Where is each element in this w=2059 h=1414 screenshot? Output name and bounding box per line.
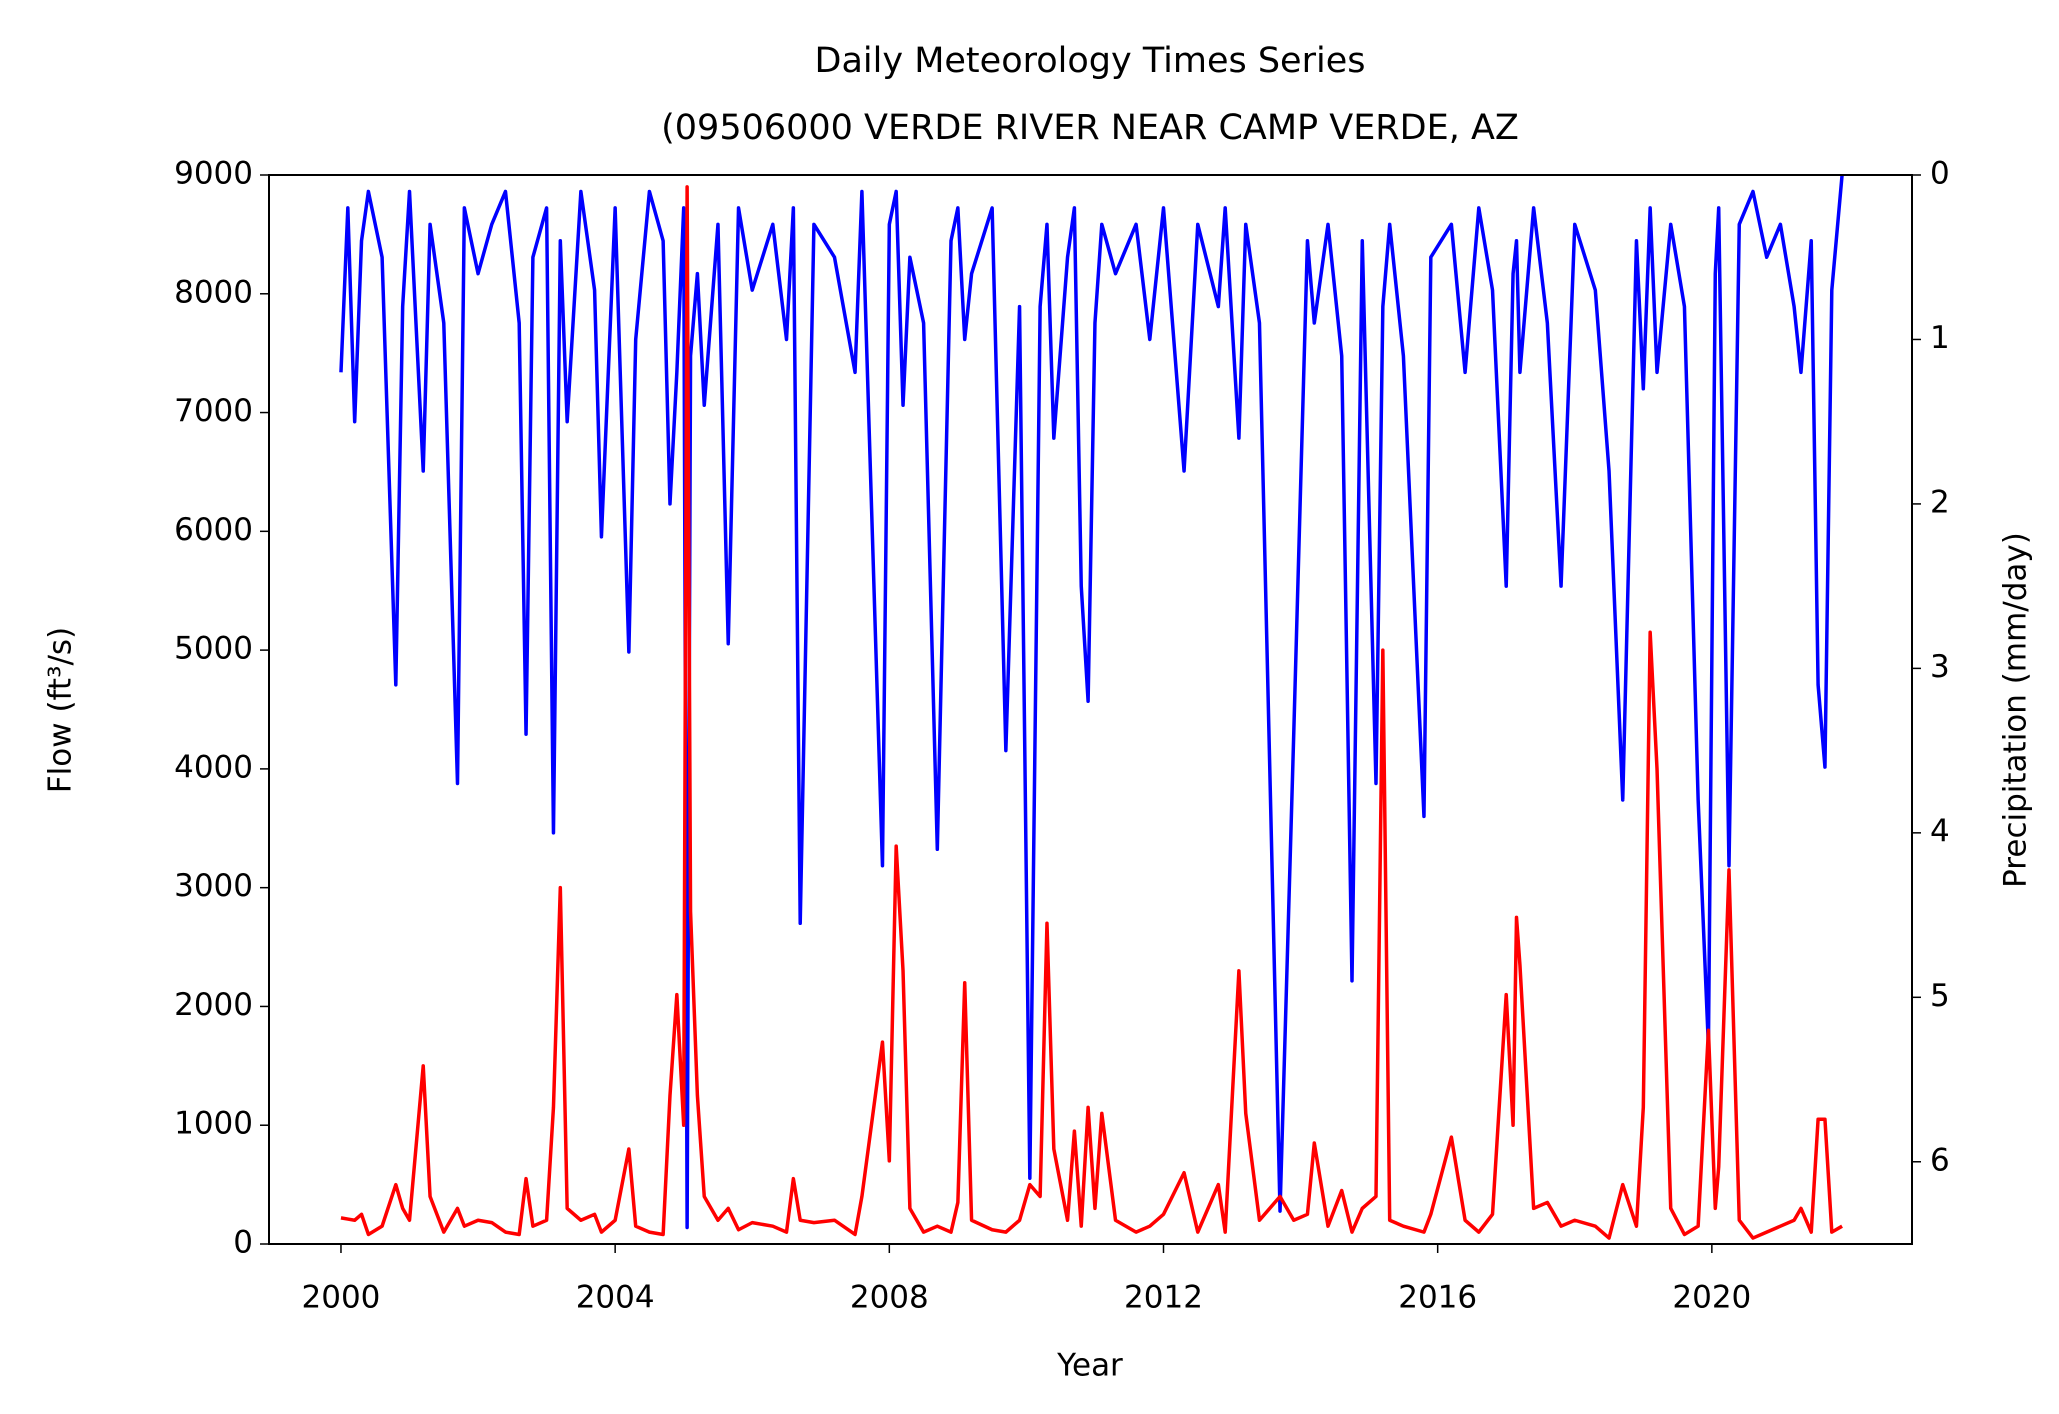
x-tick-label: 2000 — [302, 1280, 381, 1316]
y-tick-label: 0 — [233, 1225, 253, 1261]
chart-title: Daily Meteorology Times Series — [815, 41, 1366, 81]
x-tick-label: 2004 — [576, 1280, 655, 1316]
x-axis-label: Year — [1056, 1348, 1123, 1384]
y-tick-label: 7000 — [174, 393, 253, 429]
data-line — [339, 175, 1844, 1230]
data-line — [340, 185, 1843, 1240]
x-tick-label: 2016 — [1398, 1280, 1477, 1316]
y-tick-label: 9000 — [174, 156, 253, 192]
y2-tick-label: 1 — [1930, 320, 1950, 356]
y2-tick-label: 0 — [1930, 156, 1950, 192]
y-tick-label: 3000 — [174, 868, 253, 904]
chart-subtitle: (09506000 VERDE RIVER NEAR CAMP VERDE, A… — [661, 108, 1519, 148]
y-tick-label: 1000 — [174, 1106, 253, 1142]
y2-tick-label: 6 — [1930, 1142, 1950, 1178]
plot-frame — [268, 174, 1913, 1245]
y2-tick-label: 2 — [1930, 484, 1950, 520]
y-tick-label: 8000 — [174, 274, 253, 310]
y-tick-label: 4000 — [174, 749, 253, 785]
x-tick-label: 2020 — [1672, 1280, 1751, 1316]
y2-axis-label: Precipitation (mm/day) — [1998, 532, 2034, 888]
y-tick-label: 5000 — [174, 631, 253, 667]
x-tick-label: 2012 — [1124, 1280, 1203, 1316]
y-tick-label: 2000 — [174, 987, 253, 1023]
y2-tick-label: 3 — [1930, 649, 1950, 685]
x-tick-label: 2008 — [850, 1280, 929, 1316]
y-axis-label: Flow (ft³/s) — [43, 627, 79, 793]
y-tick-label: 6000 — [174, 512, 253, 548]
y2-tick-label: 5 — [1930, 978, 1950, 1014]
y2-tick-label: 4 — [1930, 813, 1950, 849]
